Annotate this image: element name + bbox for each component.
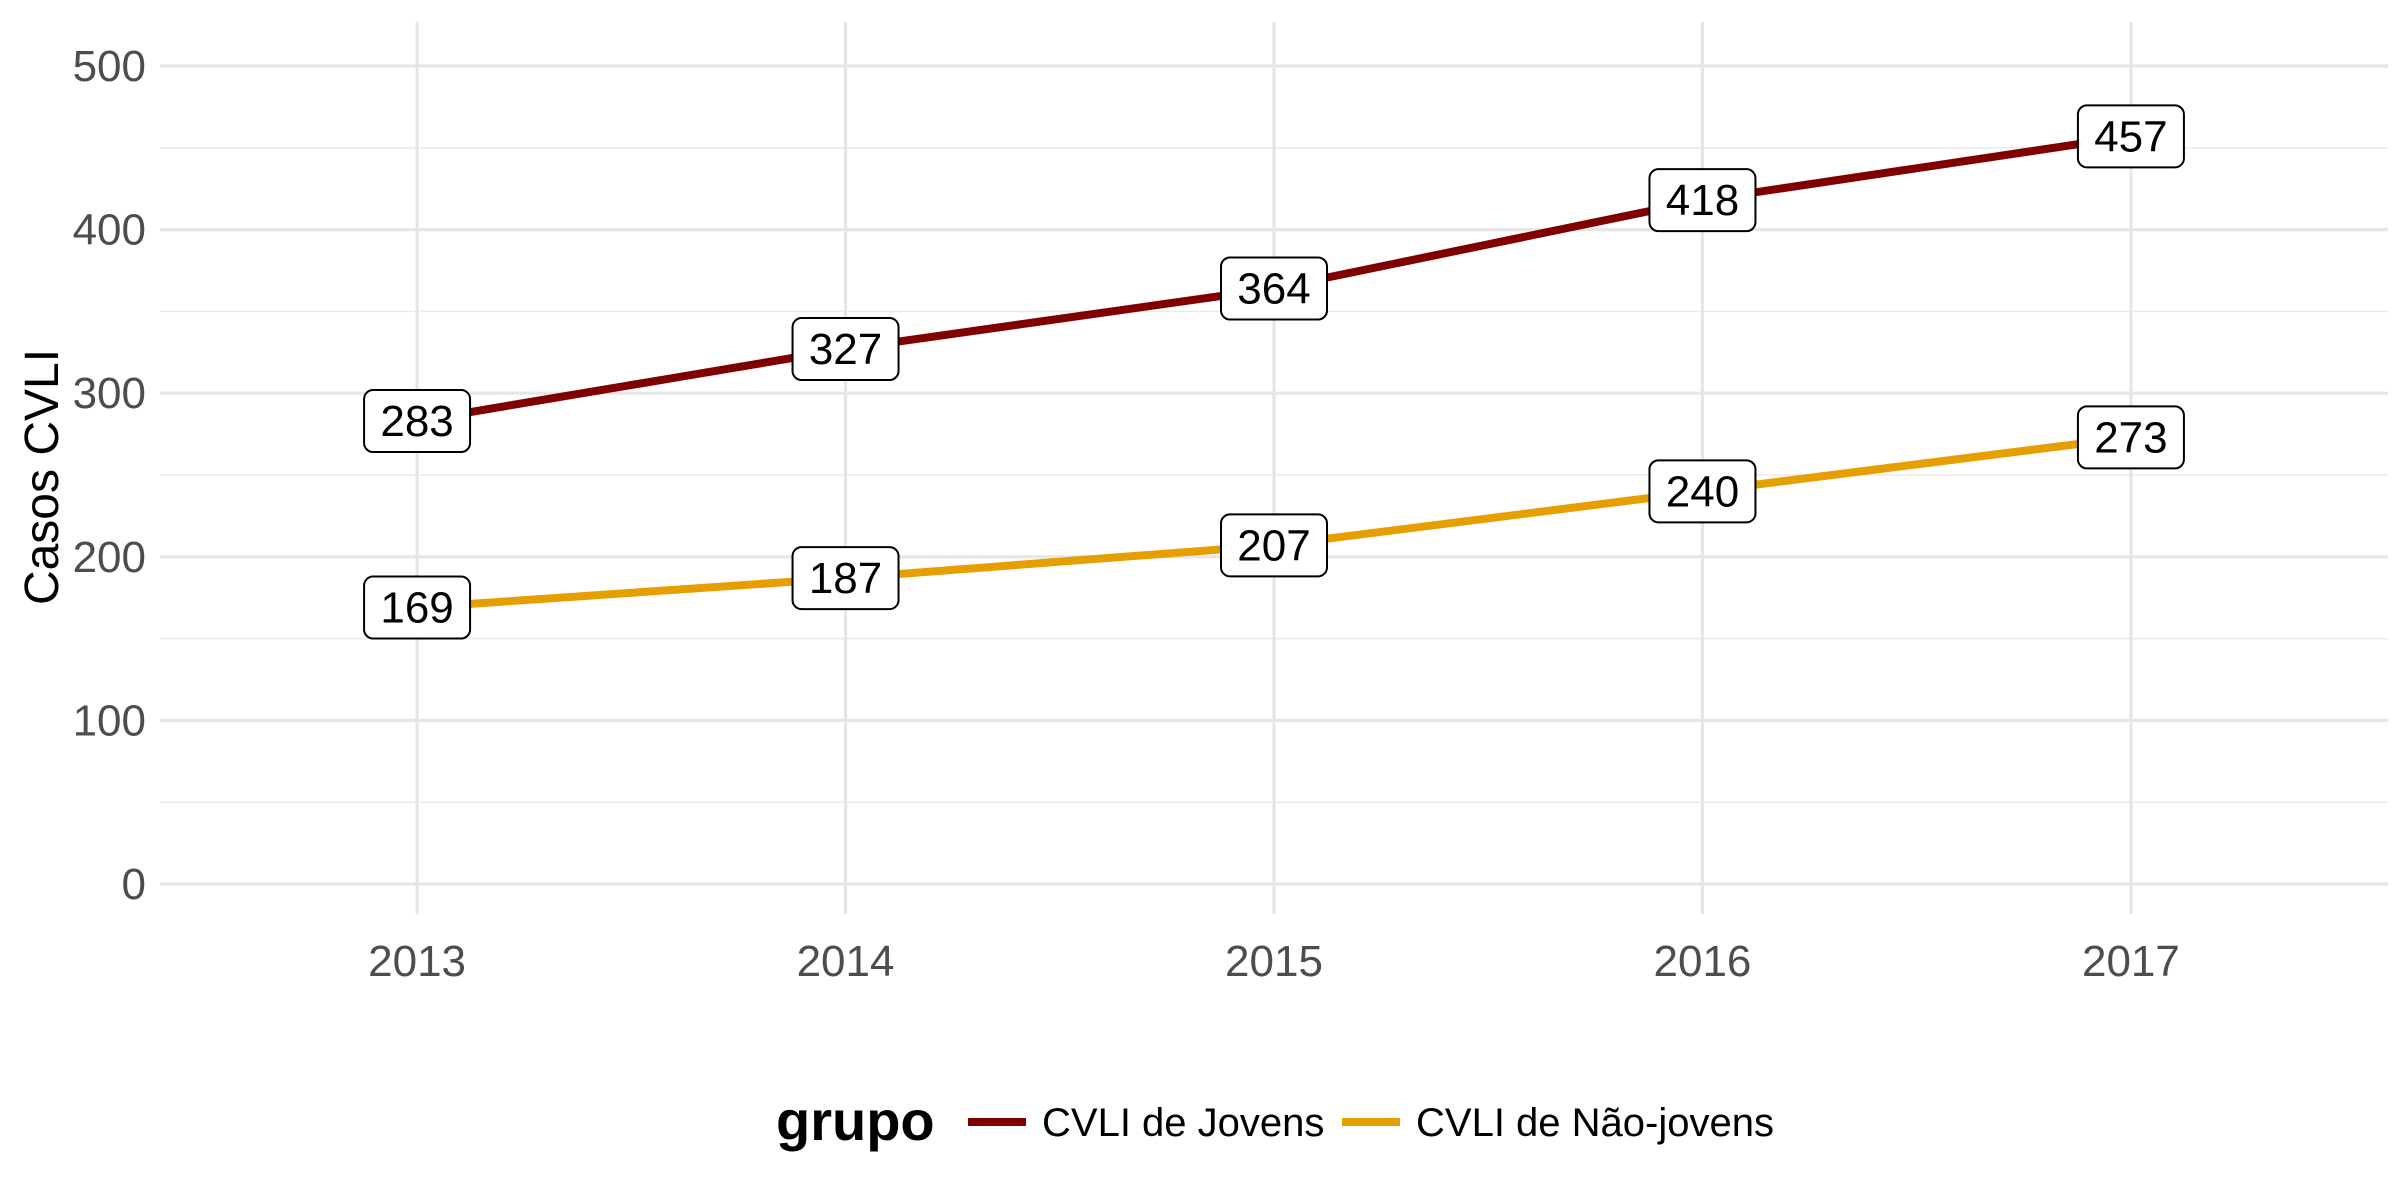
y-tick-label: 200	[73, 533, 146, 582]
legend-label: CVLI de Não-jovens	[1416, 1101, 1774, 1145]
data-label-box	[791, 317, 900, 382]
data-label-value: 327	[809, 325, 882, 374]
data-label: 240	[1648, 459, 1757, 524]
data-label-value: 273	[2094, 413, 2167, 462]
data-label-value: 187	[809, 554, 882, 603]
data-label: 207	[1220, 513, 1328, 578]
data-label: 187	[791, 546, 900, 611]
x-tick-label: 2017	[2082, 937, 2180, 986]
data-label: 457	[2076, 104, 2185, 169]
y-tick-label: 300	[73, 369, 146, 418]
y-tick-label: 0	[122, 860, 146, 909]
legend-item: CVLI de Não-jovens	[1342, 1101, 1774, 1145]
legend-label: CVLI de Jovens	[1042, 1101, 1324, 1145]
data-label-box	[1220, 513, 1328, 578]
grid-lines	[160, 22, 2388, 914]
data-label-value: 418	[1666, 176, 1739, 225]
legend-items: CVLI de Jovens CVLI de Não-jovens	[968, 1101, 1774, 1145]
data-label-value: 240	[1666, 467, 1739, 516]
data-label-value: 207	[1237, 521, 1310, 570]
data-label: 327	[791, 317, 900, 382]
x-tick-label: 2016	[1654, 937, 1752, 986]
data-label-value: 364	[1237, 264, 1310, 313]
x-tick-label: 2013	[368, 937, 466, 986]
data-labels: 283 327 364 418 457 169 187 207 240 273	[363, 104, 2185, 640]
data-label-box	[2076, 405, 2185, 470]
data-label-box	[791, 546, 900, 611]
y-axis-title: Casos CVLI	[16, 349, 69, 605]
data-label: 364	[1220, 256, 1328, 321]
y-tick-label: 500	[73, 42, 146, 91]
data-label-box	[2076, 104, 2185, 169]
data-label-value: 169	[380, 584, 453, 633]
data-label-value: 457	[2094, 112, 2167, 161]
legend: grupo CVLI de Jovens CVLI de Não-jovens	[776, 1089, 1774, 1152]
legend-title: grupo	[776, 1089, 935, 1152]
axes: 0 100 200 300 400 500 2013 2014 2015 2016 2017	[73, 42, 2180, 986]
data-label-box	[1220, 256, 1328, 321]
data-label: 169	[363, 575, 472, 640]
data-label: 418	[1648, 168, 1757, 233]
data-label-box	[363, 575, 472, 640]
data-label-value: 283	[380, 397, 453, 446]
y-tick-label: 100	[73, 696, 146, 745]
y-tick-label: 400	[73, 206, 146, 255]
x-tick-label: 2015	[1225, 937, 1323, 986]
legend-item: CVLI de Jovens	[968, 1101, 1324, 1145]
data-label-box	[1648, 168, 1757, 233]
x-tick-label: 2014	[797, 937, 895, 986]
data-label: 283	[363, 389, 472, 454]
data-label: 273	[2076, 405, 2185, 470]
data-label-box	[363, 389, 472, 454]
data-label-box	[1648, 459, 1757, 524]
